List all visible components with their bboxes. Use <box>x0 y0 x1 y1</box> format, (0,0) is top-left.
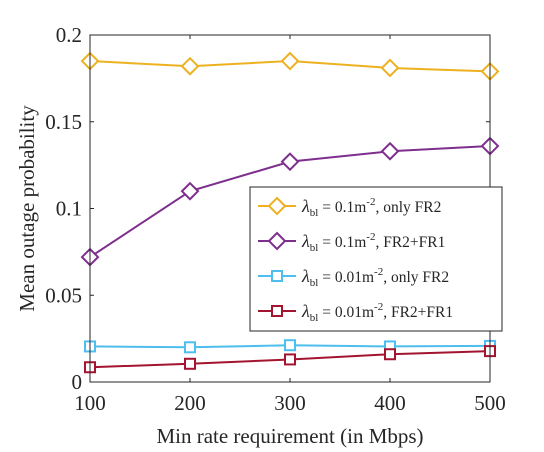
series-3 <box>84 339 496 354</box>
x-tick-label: 300 <box>274 391 306 415</box>
x-tick-label: 200 <box>174 391 206 415</box>
legend-marker <box>271 270 283 282</box>
data-point <box>184 357 196 370</box>
y-tick-label: 0.15 <box>45 110 82 134</box>
legend-label: λbl = 0.1m-2, FR2+FR1 <box>301 231 445 254</box>
x-tick-label: 100 <box>74 391 106 415</box>
legend-label: λbl = 0.01m-2, FR2+FR1 <box>301 301 453 324</box>
legend-item: λbl = 0.1m-2, FR2+FR1 <box>258 231 445 254</box>
legend-item: λbl = 0.01m-2, FR2+FR1 <box>258 301 453 324</box>
data-point <box>384 348 396 361</box>
data-point <box>380 141 400 161</box>
y-tick-label: 0 <box>72 370 83 394</box>
y-tick-label: 0.1 <box>56 197 82 221</box>
data-point <box>180 56 200 76</box>
legend-box <box>249 186 503 332</box>
data-point <box>280 51 300 71</box>
legend-label: λbl = 0.01m-2, only FR2 <box>301 266 449 289</box>
data-point <box>380 58 400 78</box>
legend-marker <box>267 196 287 216</box>
legend-marker <box>267 231 287 251</box>
data-point <box>284 339 296 352</box>
legend-item: λbl = 0.1m-2, only FR2 <box>258 196 441 219</box>
data-point <box>180 181 200 201</box>
tick-labels: 100 200 300 400 500 0 0.05 0.1 0.15 0.2 <box>45 23 506 415</box>
y-tick-label: 0.2 <box>56 23 82 47</box>
x-tick-label: 500 <box>474 391 506 415</box>
legend: λbl = 0.1m-2, only FR2 λbl = 0.1m-2, FR2+… <box>249 186 503 332</box>
legend-item: λbl = 0.01m-2, only FR2 <box>258 266 449 289</box>
legend-label: λbl = 0.1m-2, only FR2 <box>301 196 441 219</box>
data-point <box>184 341 196 354</box>
data-point <box>284 353 296 366</box>
legend-marker <box>271 305 283 317</box>
y-tick-label: 0.05 <box>45 283 82 307</box>
series-1 <box>80 51 500 81</box>
x-tick-label: 400 <box>374 391 406 415</box>
data-point <box>280 152 300 172</box>
series-2 <box>80 136 500 267</box>
y-axis-label: Mean outage probability <box>15 105 39 312</box>
x-axis-label: Min rate requirement (in Mbps) <box>156 424 423 448</box>
